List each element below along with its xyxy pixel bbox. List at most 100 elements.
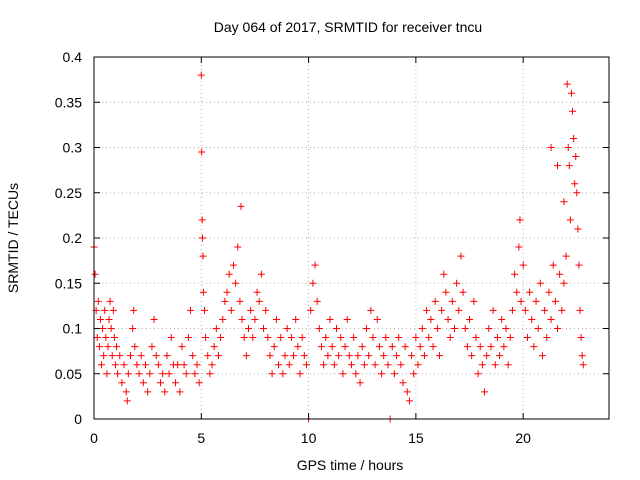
data-point xyxy=(560,279,568,287)
data-point xyxy=(135,370,143,378)
data-point xyxy=(523,334,531,342)
data-point xyxy=(566,216,574,224)
data-point xyxy=(399,379,407,387)
data-point xyxy=(302,361,310,369)
data-point xyxy=(237,202,245,210)
data-point xyxy=(212,325,220,332)
y-axis-label: SRMTID / TECUs xyxy=(5,183,21,293)
x-tick-label: 15 xyxy=(408,430,424,446)
data-point xyxy=(563,80,571,88)
data-point xyxy=(118,379,126,387)
data-point xyxy=(446,334,454,342)
data-point xyxy=(253,288,261,296)
data-point xyxy=(483,352,491,360)
data-point xyxy=(107,325,115,332)
data-point xyxy=(260,325,268,332)
data-point xyxy=(223,288,231,296)
data-point xyxy=(281,352,289,360)
data-point xyxy=(199,288,207,296)
data-point xyxy=(313,297,321,305)
data-point xyxy=(199,234,207,242)
data-point xyxy=(95,343,103,351)
x-axis-ticks: 0 5 10 15 20 xyxy=(90,57,531,446)
data-point xyxy=(343,315,351,323)
data-point xyxy=(545,288,553,296)
data-point xyxy=(101,306,109,314)
data-point xyxy=(451,325,458,332)
data-point xyxy=(356,379,364,387)
data-point xyxy=(551,297,559,305)
data-point xyxy=(99,325,107,332)
data-point xyxy=(384,361,392,369)
data-point xyxy=(335,352,343,360)
data-point xyxy=(324,352,332,360)
x-axis-label: GPS time / hours xyxy=(297,457,404,473)
y-tick-label: 0.2 xyxy=(63,230,83,246)
data-point xyxy=(199,252,207,260)
data-point xyxy=(395,334,403,342)
data-point xyxy=(122,388,130,396)
data-point xyxy=(283,325,291,332)
data-point xyxy=(504,361,512,369)
data-point xyxy=(234,243,242,251)
data-point xyxy=(498,315,506,323)
data-point xyxy=(242,352,250,360)
data-point xyxy=(453,279,461,287)
data-point xyxy=(227,306,235,314)
data-point xyxy=(163,352,171,360)
data-point xyxy=(328,343,336,351)
data-point xyxy=(296,370,304,378)
data-point xyxy=(238,315,246,323)
data-point xyxy=(174,361,182,369)
data-point xyxy=(157,379,165,387)
data-point xyxy=(105,315,113,323)
data-point xyxy=(214,352,222,360)
data-point xyxy=(575,261,583,269)
data-point xyxy=(564,144,572,151)
data-point xyxy=(360,361,368,369)
data-point xyxy=(549,261,557,269)
data-point xyxy=(468,352,476,360)
data-point xyxy=(538,352,546,360)
data-point xyxy=(567,89,575,97)
data-point xyxy=(444,315,452,323)
data-point xyxy=(307,306,315,314)
data-point xyxy=(195,379,203,387)
data-point xyxy=(534,325,542,332)
data-point xyxy=(367,306,375,314)
data-point xyxy=(380,352,388,360)
data-point xyxy=(502,325,510,332)
data-point xyxy=(390,370,398,378)
y-axis-ticks: 0 0.05 0.1 0.15 0.2 0.25 0.3 0.35 0.4 xyxy=(55,49,609,427)
data-point xyxy=(416,343,424,351)
data-point xyxy=(554,325,561,332)
data-point xyxy=(508,306,516,314)
data-point xyxy=(348,361,355,369)
data-point xyxy=(393,352,401,360)
data-point xyxy=(108,352,116,360)
data-point xyxy=(414,361,422,369)
data-point xyxy=(375,343,383,351)
data-point xyxy=(93,334,101,342)
data-point xyxy=(217,334,225,342)
data-point xyxy=(219,315,227,323)
data-point xyxy=(438,306,446,314)
data-point xyxy=(388,343,396,351)
data-point xyxy=(371,361,379,369)
data-point xyxy=(187,306,195,314)
data-point xyxy=(431,297,439,305)
data-point xyxy=(440,270,448,278)
y-tick-label: 0.3 xyxy=(63,140,83,156)
data-point xyxy=(98,361,106,369)
data-point xyxy=(198,216,206,224)
data-point xyxy=(382,334,390,342)
data-point xyxy=(330,361,338,369)
data-point xyxy=(110,334,118,342)
data-point xyxy=(425,334,433,342)
data-point xyxy=(123,397,131,405)
data-point xyxy=(365,352,373,360)
data-point xyxy=(100,352,108,360)
data-point xyxy=(577,334,585,342)
data-point xyxy=(472,334,480,342)
data-point xyxy=(455,306,463,314)
